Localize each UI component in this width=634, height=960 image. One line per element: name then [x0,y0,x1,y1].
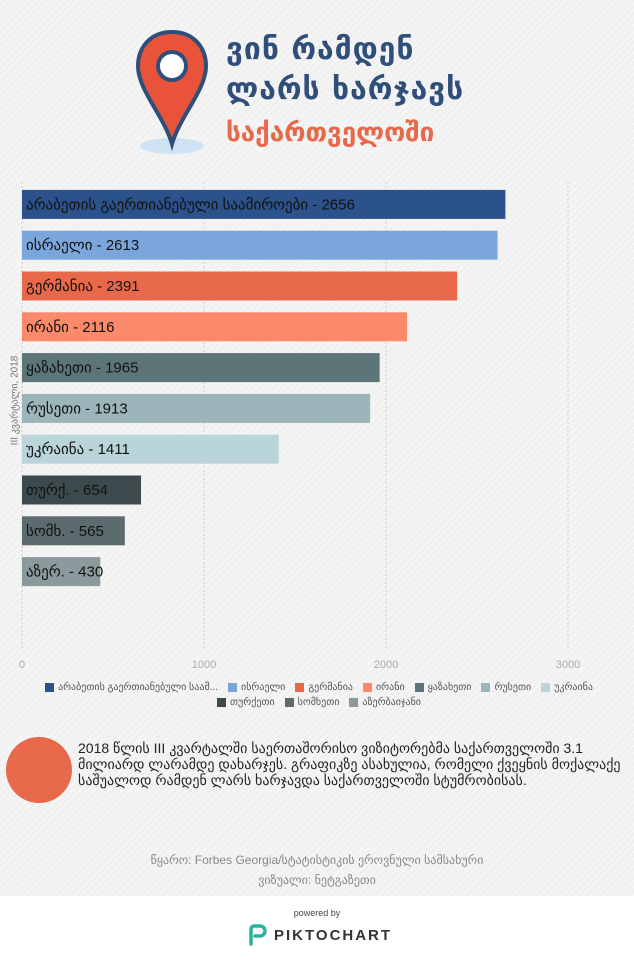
bar[interactable] [22,230,498,260]
accent-circle [6,737,72,803]
visual-credit: ვიზუალი: ნეტგაზეთი [258,873,376,887]
powered-by-text: powered by [293,908,341,918]
legend-item[interactable]: ისრაელი [228,682,285,693]
legend-swatch [217,698,227,707]
legend-label: არაბეთის გაერთიანებული საამ... [58,682,219,693]
location-pin-icon [135,29,209,154]
bar[interactable] [22,475,142,505]
bar[interactable] [22,312,408,342]
bar-label: უკრაინა - 1411 [26,441,130,458]
legend-label: ისრაელი [241,682,286,693]
legend-label: თურქეთი [230,697,275,708]
legend-label: უკრაინა [554,682,593,693]
x-tick-label: 1000 [192,659,216,671]
legend-item[interactable]: თურქეთი [217,697,275,708]
legend-label: ყაზახეთი [427,682,472,693]
bar[interactable] [22,353,380,383]
footer: powered by PIKTOCHART [0,896,634,960]
bar[interactable] [22,434,279,464]
legend-swatch [363,683,372,692]
bar-label: აზერ. - 430 [26,564,103,581]
header: ვინ რამდენ ლარს ხარჯავს საქართველოში [0,0,634,170]
legend-label: რუსეთი [494,682,532,693]
description-text: 2018 წლის III კვარტალში საერთაშორისო ვიზ… [78,740,621,788]
legend-swatch [481,683,491,692]
chart-legend: არაბეთის გაერთიანებული საამ... ისრაელი გერ… [14,682,624,708]
legend-swatch [295,683,305,692]
x-tick-label: 2000 [374,659,398,671]
bar-label: ირანი - 2116 [26,319,115,336]
legend-swatch [349,698,359,707]
legend-item[interactable]: არაბეთის გაერთიანებული საამ... [45,682,218,693]
bar-label: არაბეთის გაერთიანებული საამიროები - 2656 [26,196,355,213]
legend-swatch [45,683,55,692]
source-block: წყარო: Forbes Georgia/სტატისტიკის ეროვნუ… [0,850,634,890]
legend-item[interactable]: ყაზახეთი [414,682,472,693]
legend-item[interactable]: ირანი [363,682,405,693]
legend-label: ირანი [376,682,405,693]
legend-swatch [541,683,551,692]
bar-label: ყაზახეთი - 1965 [26,360,138,377]
bar[interactable] [22,271,458,301]
legend-swatch [414,683,424,692]
legend-item[interactable]: აზერბაიჯანი [349,697,421,708]
source-text: წყარო: Forbes Georgia/სტატისტიკის ეროვნუ… [150,853,484,867]
legend-label: აზერბაიჯანი [362,697,421,708]
legend-label: სომხეთი [297,697,340,708]
bar[interactable] [22,557,101,587]
legend-swatch [228,683,238,692]
x-tick-label: 3000 [556,659,580,671]
piktochart-logo[interactable]: PIKTOCHART [246,924,392,946]
bar[interactable] [22,189,506,219]
legend-item[interactable]: რუსეთი [481,682,531,693]
legend-swatch [284,698,294,707]
brand-name: PIKTOCHART [274,926,393,944]
title-line-1: ვინ რამდენ [226,32,415,67]
bar[interactable] [22,516,125,546]
legend-item[interactable]: გერმანია [295,682,353,693]
bar-label: რუსეთი - 1913 [26,400,128,417]
bar-label: გერმანია - 2391 [26,278,140,295]
legend-item[interactable]: უკრაინა [541,682,593,693]
bar[interactable] [22,393,371,423]
title-line-3: საქართველოში [226,118,435,148]
bar-label: სომხ. - 565 [26,523,104,540]
bar-label: თურქ. - 654 [26,482,108,499]
piktochart-icon [249,924,267,946]
legend-item[interactable]: სომხეთი [284,697,340,708]
bar-label: ისრაელი - 2613 [26,237,139,254]
x-tick-label: 0 [19,659,25,671]
legend-label: გერმანია [308,682,353,693]
title-line-2: ლარს ხარჯავს [226,72,465,107]
bar-chart: 0 1000 2000 3000 არაბეთის გაერთიანებული საამ… [19,180,580,671]
